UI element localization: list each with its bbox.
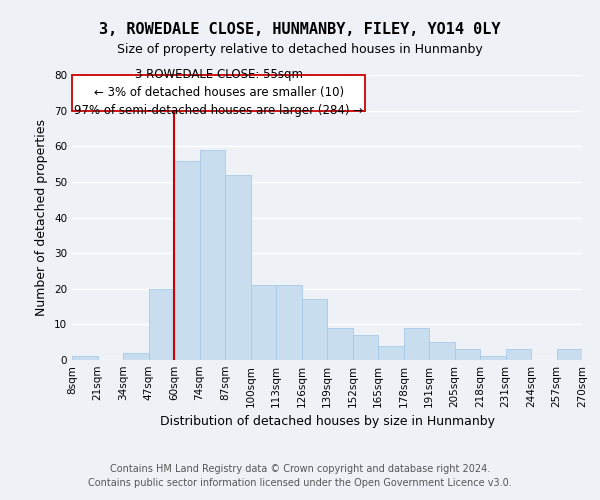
Bar <box>480 356 505 360</box>
Text: 3, ROWEDALE CLOSE, HUNMANBY, FILEY, YO14 0LY: 3, ROWEDALE CLOSE, HUNMANBY, FILEY, YO14… <box>99 22 501 38</box>
Bar <box>378 346 404 360</box>
Bar <box>557 350 582 360</box>
Y-axis label: Number of detached properties: Number of detached properties <box>35 119 49 316</box>
Bar <box>199 150 225 360</box>
X-axis label: Distribution of detached houses by size in Hunmanby: Distribution of detached houses by size … <box>160 416 494 428</box>
Bar <box>455 350 480 360</box>
Bar <box>149 289 174 360</box>
Bar <box>404 328 429 360</box>
FancyBboxPatch shape <box>72 75 365 110</box>
Bar <box>302 300 327 360</box>
Bar <box>505 350 531 360</box>
Text: 3 ROWEDALE CLOSE: 55sqm
← 3% of detached houses are smaller (10)
97% of semi-det: 3 ROWEDALE CLOSE: 55sqm ← 3% of detached… <box>74 68 363 117</box>
Bar <box>429 342 455 360</box>
Bar <box>251 285 276 360</box>
Text: Size of property relative to detached houses in Hunmanby: Size of property relative to detached ho… <box>117 42 483 56</box>
Bar <box>123 353 149 360</box>
Bar <box>327 328 353 360</box>
Bar <box>72 356 97 360</box>
Text: Contains HM Land Registry data © Crown copyright and database right 2024.
Contai: Contains HM Land Registry data © Crown c… <box>88 464 512 487</box>
Bar <box>276 285 302 360</box>
Bar <box>174 160 199 360</box>
Bar <box>225 175 251 360</box>
Bar <box>353 335 378 360</box>
